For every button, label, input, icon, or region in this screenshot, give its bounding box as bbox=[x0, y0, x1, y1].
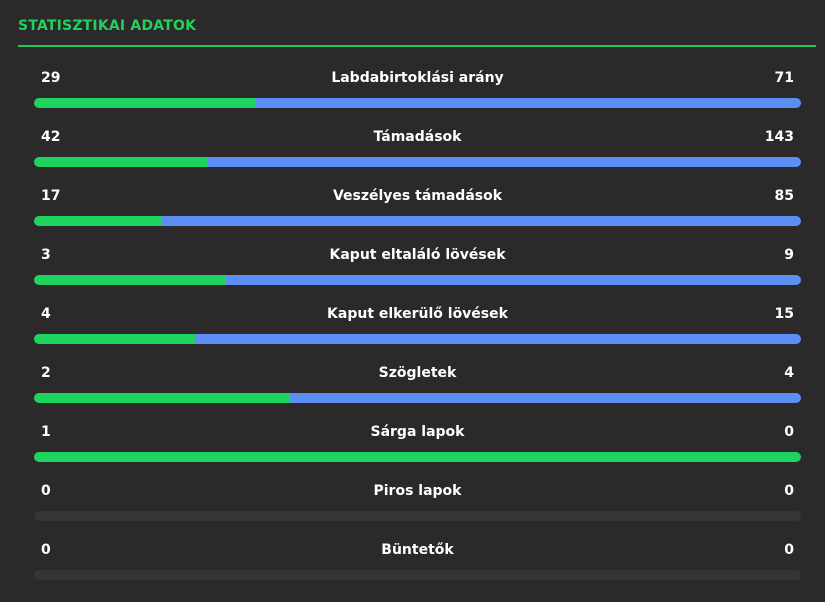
away-value: 85 bbox=[774, 188, 794, 204]
home-bar-fill bbox=[34, 334, 196, 344]
away-value: 9 bbox=[784, 247, 794, 263]
stat-bar bbox=[34, 570, 801, 580]
stat-label: Büntetők bbox=[381, 542, 454, 558]
home-value: 0 bbox=[41, 542, 51, 558]
away-value: 0 bbox=[784, 483, 794, 499]
home-bar-fill bbox=[34, 98, 257, 108]
away-bar-fill bbox=[208, 157, 801, 167]
stat-row-yellow-cards: 1 Sárga lapok 0 bbox=[34, 423, 801, 473]
home-value: 0 bbox=[41, 483, 51, 499]
stat-bar bbox=[34, 452, 801, 462]
away-bar-fill bbox=[161, 216, 801, 226]
stat-bar bbox=[34, 157, 801, 167]
stat-bar bbox=[34, 334, 801, 344]
stat-row-corners: 2 Szögletek 4 bbox=[34, 364, 801, 414]
away-bar-fill bbox=[195, 334, 801, 344]
home-bar-fill bbox=[34, 157, 209, 167]
section-title: STATISZTIKAI ADATOK bbox=[18, 18, 197, 34]
stat-row-possession: 29 Labdabirtoklási arány 71 bbox=[34, 69, 801, 119]
away-value: 71 bbox=[774, 70, 794, 86]
stat-bar bbox=[34, 511, 801, 521]
home-value: 2 bbox=[41, 365, 51, 381]
section-header: STATISZTIKAI ADATOK bbox=[18, 0, 816, 47]
stat-row-shots-on-target: 3 Kaput eltaláló lövések 9 bbox=[34, 246, 801, 296]
home-value: 4 bbox=[41, 306, 51, 322]
home-value: 42 bbox=[41, 129, 61, 145]
stat-row-shots-off-target: 4 Kaput elkerülő lövések 15 bbox=[34, 305, 801, 355]
home-bar-fill bbox=[34, 275, 226, 285]
stat-label: Támadások bbox=[373, 129, 462, 145]
away-value: 15 bbox=[774, 306, 794, 322]
home-bar-fill bbox=[34, 452, 801, 462]
stat-bar bbox=[34, 98, 801, 108]
home-value: 1 bbox=[41, 424, 51, 440]
stat-bar bbox=[34, 393, 801, 403]
away-value: 0 bbox=[784, 424, 794, 440]
away-bar-fill bbox=[289, 393, 801, 403]
stat-label: Kaput elkerülő lövések bbox=[327, 306, 508, 322]
away-bar-fill bbox=[225, 275, 801, 285]
stat-bar bbox=[34, 216, 801, 226]
home-bar-fill bbox=[34, 216, 162, 226]
stat-row-red-cards: 0 Piros lapok 0 bbox=[34, 482, 801, 532]
stat-row-penalties: 0 Büntetők 0 bbox=[34, 541, 801, 591]
stat-label: Labdabirtoklási arány bbox=[331, 70, 504, 86]
away-value: 0 bbox=[784, 542, 794, 558]
home-value: 29 bbox=[41, 70, 61, 86]
home-bar-fill bbox=[34, 393, 290, 403]
stat-label: Sárga lapok bbox=[370, 424, 465, 440]
away-value: 4 bbox=[784, 365, 794, 381]
home-value: 3 bbox=[41, 247, 51, 263]
away-value: 143 bbox=[764, 129, 794, 145]
away-bar-fill bbox=[256, 98, 801, 108]
stat-row-attacks: 42 Támadások 143 bbox=[34, 128, 801, 178]
stat-label: Szögletek bbox=[378, 365, 457, 381]
stat-bar bbox=[34, 275, 801, 285]
stat-row-dangerous-attacks: 17 Veszélyes támadások 85 bbox=[34, 187, 801, 237]
stat-label: Piros lapok bbox=[373, 483, 462, 499]
stat-label: Veszélyes támadások bbox=[332, 188, 503, 204]
stat-label: Kaput eltaláló lövések bbox=[329, 247, 506, 263]
home-value: 17 bbox=[41, 188, 61, 204]
